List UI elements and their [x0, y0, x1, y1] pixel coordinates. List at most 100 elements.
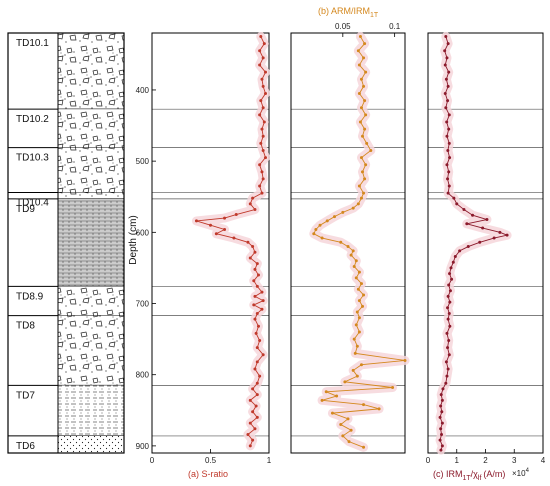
data-point [261, 106, 265, 110]
data-point [439, 448, 443, 452]
data-point [223, 227, 227, 231]
data-point [447, 339, 451, 343]
data-point [447, 184, 451, 188]
data-point [262, 42, 266, 46]
data-point [252, 303, 256, 307]
strat-pattern-td10-1 [58, 33, 124, 110]
data-point [261, 84, 265, 88]
data-point [362, 56, 366, 60]
data-point [263, 70, 267, 74]
data-point [440, 421, 444, 425]
data-point [255, 381, 259, 385]
data-point [261, 353, 265, 357]
data-point [440, 432, 444, 436]
data-point [446, 191, 450, 195]
y-tick-label: 900 [136, 442, 150, 451]
data-point [447, 113, 451, 117]
data-point [361, 134, 365, 138]
data-point [446, 306, 450, 310]
data-point [246, 432, 250, 436]
data-point [363, 127, 367, 131]
data-point [448, 324, 452, 328]
data-point [446, 367, 450, 371]
strat-pattern-td10-3 [58, 147, 124, 193]
data-point [255, 346, 259, 350]
data-point [448, 272, 452, 276]
data-point [462, 208, 466, 212]
data-point [492, 236, 496, 240]
data-point [194, 219, 198, 223]
data-point [446, 346, 450, 350]
data-point [362, 191, 366, 195]
s-ratio-title: (a) S-ratio [188, 469, 228, 479]
data-point [446, 42, 450, 46]
data-point [346, 417, 350, 421]
data-point [214, 232, 218, 236]
data-point [357, 299, 361, 303]
data-point [359, 196, 363, 200]
data-point [352, 264, 356, 268]
arm-irm-title-main: (b) ARM/IRM [318, 6, 370, 16]
data-point [255, 393, 259, 397]
irm-title-main: (c) IRM [433, 469, 463, 479]
data-point [258, 113, 262, 117]
data-point [357, 92, 361, 96]
data-point [259, 35, 263, 39]
data-point [263, 92, 267, 96]
data-point [339, 240, 343, 244]
x-tick-label: 1 [455, 456, 460, 465]
data-point [246, 240, 250, 244]
data-point [445, 374, 449, 378]
data-point [258, 374, 262, 378]
data-point [253, 267, 257, 271]
data-point [248, 398, 252, 402]
data-point [259, 141, 263, 145]
data-point [351, 249, 355, 253]
data-point [465, 222, 469, 226]
data-point [357, 184, 361, 188]
data-point [478, 240, 482, 244]
arm-irm-title: (b) ARM/IRM1T [318, 6, 379, 19]
y-tick-label: 400 [136, 86, 150, 95]
data-point [445, 56, 449, 60]
data-point [445, 120, 449, 124]
data-point [260, 290, 264, 294]
data-point [261, 56, 265, 60]
data-point [447, 141, 451, 145]
data-point [260, 77, 264, 81]
data-point [443, 92, 447, 96]
data-point [349, 428, 353, 432]
data-point [324, 390, 328, 394]
data-point [445, 134, 449, 138]
data-point [377, 407, 381, 411]
data-point [447, 127, 451, 131]
data-point [498, 230, 502, 234]
data-point [346, 245, 350, 249]
data-point [256, 324, 260, 328]
data-point [253, 427, 257, 431]
data-point [354, 323, 358, 327]
data-point [318, 223, 322, 227]
data-point [362, 293, 366, 297]
data-point [248, 444, 252, 448]
x-tick-label: 1 [267, 456, 272, 465]
x-tick-label: 0.1 [389, 22, 401, 31]
data-point [359, 106, 363, 110]
data-point [253, 250, 257, 254]
data-point [358, 35, 362, 39]
data-point [258, 339, 262, 343]
data-point [443, 63, 447, 67]
data-point [341, 210, 345, 214]
data-point [450, 277, 454, 281]
data-point [347, 440, 351, 444]
data-point [444, 35, 448, 39]
data-point [357, 270, 361, 274]
data-point [343, 380, 347, 384]
strat-pattern-td6 [58, 435, 124, 453]
data-point [325, 219, 329, 223]
y-tick-label: 500 [136, 157, 150, 166]
data-point [362, 84, 366, 88]
strat-pattern-td8 [58, 315, 124, 386]
data-point [263, 156, 267, 160]
